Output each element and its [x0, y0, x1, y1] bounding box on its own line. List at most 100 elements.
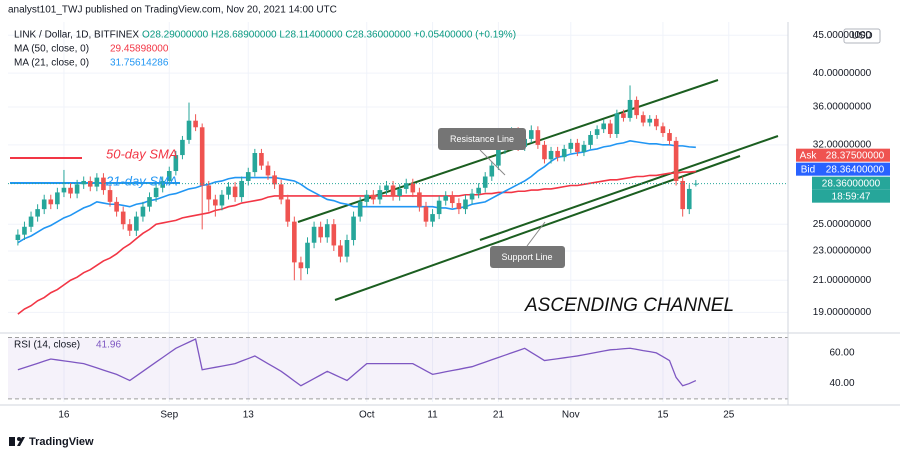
- candle-body: [331, 224, 337, 246]
- candle-body: [489, 165, 495, 177]
- candle-body: [28, 216, 34, 227]
- channel-annotation: ASCENDING CHANNEL: [524, 295, 734, 316]
- candle-body: [134, 216, 139, 231]
- candle-body: [338, 245, 343, 257]
- candle-body: [673, 140, 679, 181]
- candle-body: [594, 129, 600, 135]
- sma21-annotation: 21-day SMA: [105, 173, 178, 188]
- x-tick-label: 13: [243, 410, 255, 421]
- candle-body: [278, 184, 284, 200]
- candle-body: [61, 187, 67, 193]
- y-tick-label: 36.00000000: [813, 102, 872, 113]
- candle-body: [568, 142, 574, 149]
- x-tick-label: 15: [657, 410, 669, 421]
- ask-tag-label: Ask: [800, 150, 818, 161]
- candle-body: [357, 201, 363, 217]
- grid: [8, 22, 788, 402]
- bid-tag: [796, 162, 820, 176]
- ohlc: O28.29000000 H28.68900000 L28.11400000 C…: [142, 30, 516, 41]
- candle-body: [252, 152, 258, 173]
- candle-body: [147, 197, 152, 207]
- candle-body: [647, 118, 653, 123]
- candle-body: [22, 226, 27, 235]
- candle-body: [410, 183, 416, 193]
- candle-body: [450, 195, 455, 204]
- candle-body: [15, 234, 21, 241]
- candle-body: [166, 171, 172, 181]
- candle-body: [548, 150, 554, 160]
- y-tick-label: 21.00000000: [813, 275, 872, 286]
- rsi-band-fill: [8, 337, 788, 399]
- candle-body: [206, 185, 212, 200]
- candle-body: [292, 221, 297, 263]
- footer-brand: TradingView: [29, 436, 94, 448]
- candle-body: [607, 123, 613, 135]
- candle-body: [561, 148, 567, 158]
- plot: [8, 85, 788, 400]
- candle-body: [436, 200, 442, 215]
- candle-body: [535, 130, 541, 145]
- footer-logo: [9, 437, 25, 446]
- ma-line: [17, 140, 696, 244]
- channel-lower: [334, 155, 741, 301]
- candle-body: [588, 134, 593, 145]
- candle-body: [173, 155, 179, 172]
- y-tick-label: 32.00000000: [813, 140, 872, 151]
- currency-box[interactable]: [843, 28, 881, 44]
- candle-body: [285, 199, 291, 222]
- candle-body: [232, 186, 238, 198]
- x-tick-label: Nov: [562, 410, 580, 421]
- resistance-box: [438, 128, 526, 150]
- candle-body: [423, 206, 429, 222]
- candle-body: [542, 144, 547, 160]
- candle-body: [463, 199, 468, 210]
- x-tick-label: 21: [493, 410, 505, 421]
- x-tick-label: Oct: [359, 410, 375, 421]
- bid-tag-label: Bid: [801, 164, 815, 175]
- candle-body: [199, 127, 205, 186]
- candle-body: [140, 206, 146, 217]
- bid-box: [820, 162, 890, 176]
- candle-body: [364, 194, 370, 202]
- candle-body: [377, 190, 383, 200]
- publisher: analyst101_TWJ published on TradingView.…: [8, 5, 337, 16]
- candle-body: [153, 187, 159, 198]
- candle-body: [384, 185, 389, 191]
- last-value: 28.36000000: [822, 178, 881, 189]
- candle-body: [74, 184, 80, 194]
- rsi-legend: RSI (14, close): [14, 340, 80, 351]
- y-tick-label: 23.00000000: [813, 246, 872, 257]
- candle-body: [344, 240, 350, 257]
- candle-body: [496, 149, 501, 166]
- candle-body: [601, 123, 606, 130]
- rsi-tick-label: 60.00: [829, 348, 854, 359]
- candle-body: [318, 226, 323, 238]
- candle-body: [245, 172, 251, 181]
- candle-body: [430, 214, 435, 222]
- last-box: [812, 176, 890, 190]
- callout-pointer: [479, 149, 506, 176]
- ma50-legend: MA (50, close, 0): [14, 44, 89, 55]
- candle-body: [640, 115, 646, 123]
- channel-middle: [479, 135, 779, 241]
- candle-body: [272, 175, 277, 185]
- ma21-legend: MA (21, close, 0): [14, 58, 89, 69]
- candle-body: [298, 262, 304, 269]
- candle-body: [193, 120, 198, 128]
- candle-body: [239, 180, 244, 198]
- candle-body: [114, 201, 119, 212]
- candle-body: [265, 165, 271, 176]
- candle-body: [686, 188, 692, 210]
- candle-body: [371, 194, 376, 200]
- candle-body: [107, 190, 113, 202]
- rsi-line: [17, 338, 697, 387]
- candle-body: [101, 177, 106, 191]
- candle-body: [87, 180, 93, 187]
- candle-body: [667, 133, 672, 141]
- support-label: Support Line: [501, 252, 552, 262]
- candle-body: [127, 224, 133, 231]
- candle-body: [81, 180, 86, 185]
- x-tick-label: Sep: [160, 410, 178, 421]
- candle-body: [55, 192, 60, 205]
